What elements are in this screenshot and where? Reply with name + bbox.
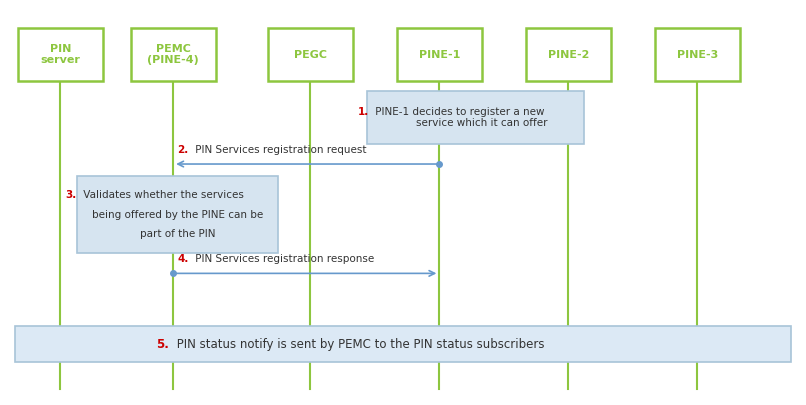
Bar	[77, 176, 278, 253]
Text: PINE-3: PINE-3	[676, 50, 718, 60]
Text: PIN Services registration response: PIN Services registration response	[192, 254, 374, 264]
Text: PINE-1 decides to register a new: PINE-1 decides to register a new	[372, 107, 545, 117]
Text: PEGC: PEGC	[294, 50, 326, 60]
Text: 2.: 2.	[177, 145, 189, 155]
Text: 5.: 5.	[156, 338, 169, 351]
Bar	[367, 91, 584, 144]
Bar	[18, 28, 103, 81]
Text: PINE-2: PINE-2	[547, 50, 589, 60]
Bar	[654, 28, 740, 81]
Text: service which it can offer: service which it can offer	[403, 118, 548, 128]
Text: PINE-1: PINE-1	[418, 50, 460, 60]
Text: part of the PIN: part of the PIN	[139, 229, 215, 239]
Text: 1.: 1.	[358, 107, 369, 117]
Bar	[15, 326, 791, 362]
Text: Validates whether the services: Validates whether the services	[80, 190, 243, 200]
Text: being offered by the PINE can be: being offered by the PINE can be	[92, 210, 263, 220]
Text: PIN
server: PIN server	[40, 44, 81, 66]
Bar	[131, 28, 216, 81]
Text: PIN Services registration request: PIN Services registration request	[192, 145, 367, 155]
Text: 4.: 4.	[177, 254, 189, 264]
Bar	[268, 28, 353, 81]
Bar	[397, 28, 482, 81]
Text: 3.: 3.	[65, 190, 77, 200]
Bar	[526, 28, 611, 81]
Text: PEMC
(PINE-4): PEMC (PINE-4)	[147, 44, 199, 66]
Text: PIN status notify is sent by PEMC to the PIN status subscribers: PIN status notify is sent by PEMC to the…	[172, 338, 544, 351]
